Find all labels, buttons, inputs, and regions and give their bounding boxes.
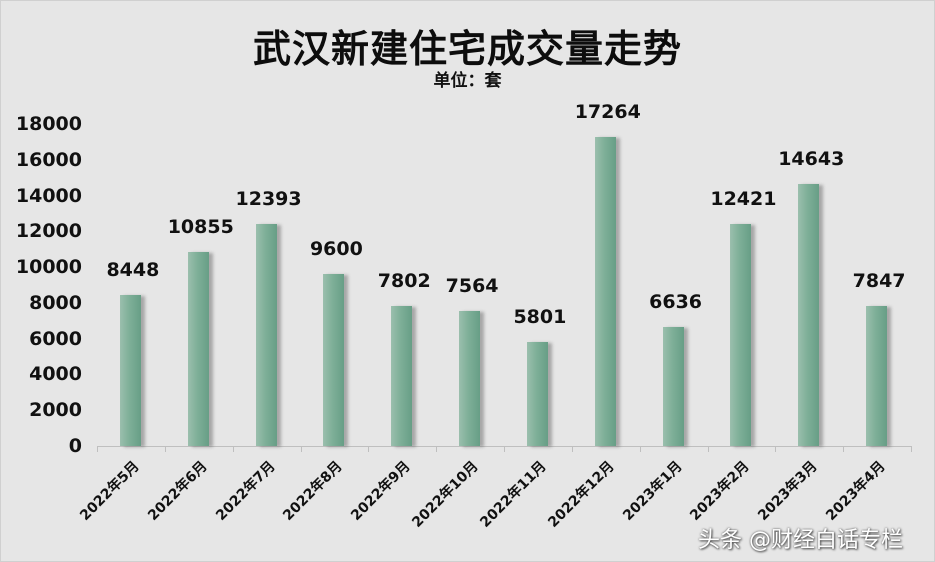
- x-tick-mark: [571, 446, 573, 452]
- bar: [594, 137, 616, 446]
- data-label: 7564: [445, 274, 499, 297]
- x-tick-mark: [911, 446, 912, 452]
- bar: [119, 294, 141, 446]
- x-tick-mark: [504, 446, 505, 452]
- chart-title: 武汉新建住宅成交量走势: [252, 27, 682, 71]
- x-tick-mark: [232, 446, 234, 452]
- x-tick-mark: [436, 446, 438, 452]
- x-tick-mark: [843, 446, 845, 452]
- data-label: 14643: [778, 148, 845, 171]
- x-tick-mark: [97, 446, 98, 452]
- x-tick-mark: [300, 446, 302, 452]
- y-tick-label: 2000: [29, 399, 82, 422]
- x-tick-mark: [775, 446, 777, 452]
- y-tick-label: 0: [68, 435, 82, 457]
- data-label: 12393: [235, 188, 302, 211]
- y-tick-label: 10000: [15, 256, 82, 279]
- bar: [662, 327, 684, 446]
- data-label: 5801: [513, 306, 567, 329]
- y-tick-label: 12000: [15, 220, 82, 243]
- data-label: 7847: [852, 269, 906, 292]
- data-label: 10855: [167, 215, 234, 238]
- bar: [323, 274, 345, 446]
- x-tick-mark: [164, 446, 166, 452]
- bar: [187, 251, 209, 446]
- bar: [459, 310, 481, 446]
- y-tick-label: 18000: [15, 113, 82, 135]
- bar: [526, 342, 548, 446]
- data-label: 17264: [574, 101, 641, 124]
- bar: [255, 224, 277, 446]
- y-tick-label: 16000: [15, 148, 82, 171]
- data-label: 7802: [377, 270, 431, 293]
- y-tick-label: 4000: [29, 363, 82, 386]
- x-tick-mark: [639, 446, 641, 452]
- watermark: 头条 @财经白话专栏: [698, 528, 903, 553]
- bar: [391, 306, 413, 446]
- data-label: 6636: [649, 291, 703, 314]
- x-tick-mark: [707, 446, 709, 452]
- bar: [798, 184, 820, 446]
- data-label: 9600: [309, 238, 363, 261]
- data-label: 8448: [106, 258, 160, 281]
- y-tick-label: 14000: [15, 184, 82, 207]
- chart-subtitle: 单位：套: [433, 71, 502, 91]
- bar: [866, 305, 888, 446]
- bar: [730, 223, 752, 446]
- y-tick-label: 8000: [29, 291, 82, 314]
- y-tick-label: 6000: [29, 327, 82, 350]
- x-tick-mark: [368, 446, 370, 452]
- data-label: 12421: [710, 187, 777, 210]
